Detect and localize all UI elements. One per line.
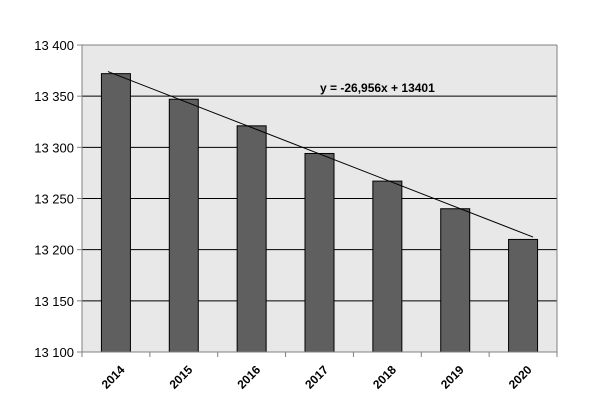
trendline bbox=[107, 71, 534, 238]
bar-2016 bbox=[236, 125, 267, 353]
x-tick-label: 2019 bbox=[438, 363, 467, 392]
y-tick-label: 13 300 bbox=[34, 140, 74, 155]
x-tick-label: 2020 bbox=[506, 363, 535, 392]
bar-2019 bbox=[440, 208, 471, 353]
y-tick-label: 13 400 bbox=[34, 38, 74, 53]
y-tick-label: 13 200 bbox=[34, 243, 74, 258]
bar-2018 bbox=[372, 180, 403, 353]
trendline-equation: y = -26,956x + 13401 bbox=[320, 81, 435, 95]
x-tick-labels: 2014 2015 2016 2017 2018 2019 2020 bbox=[99, 363, 535, 392]
x-tick-label: 2017 bbox=[302, 363, 331, 392]
x-tick-label: 2016 bbox=[234, 363, 263, 392]
bars bbox=[100, 73, 539, 353]
y-tick-label: 13 150 bbox=[34, 294, 74, 309]
bar-2017 bbox=[304, 152, 335, 353]
bar-2020 bbox=[508, 238, 539, 353]
x-tick-label: 2014 bbox=[99, 363, 128, 392]
x-tick-label: 2015 bbox=[167, 363, 196, 392]
x-tick-label: 2018 bbox=[370, 363, 399, 392]
trendline-group bbox=[107, 71, 534, 238]
y-tick-labels: 13 100 13 150 13 200 13 250 13 300 13 350 13 4… bbox=[34, 38, 74, 360]
y-tick-label: 13 250 bbox=[34, 192, 74, 207]
y-tick-label: 13 100 bbox=[34, 345, 74, 360]
axes bbox=[77, 44, 558, 357]
bar-2014 bbox=[100, 73, 131, 353]
bar-2015 bbox=[168, 98, 199, 353]
y-tick-label: 13 350 bbox=[34, 89, 74, 104]
